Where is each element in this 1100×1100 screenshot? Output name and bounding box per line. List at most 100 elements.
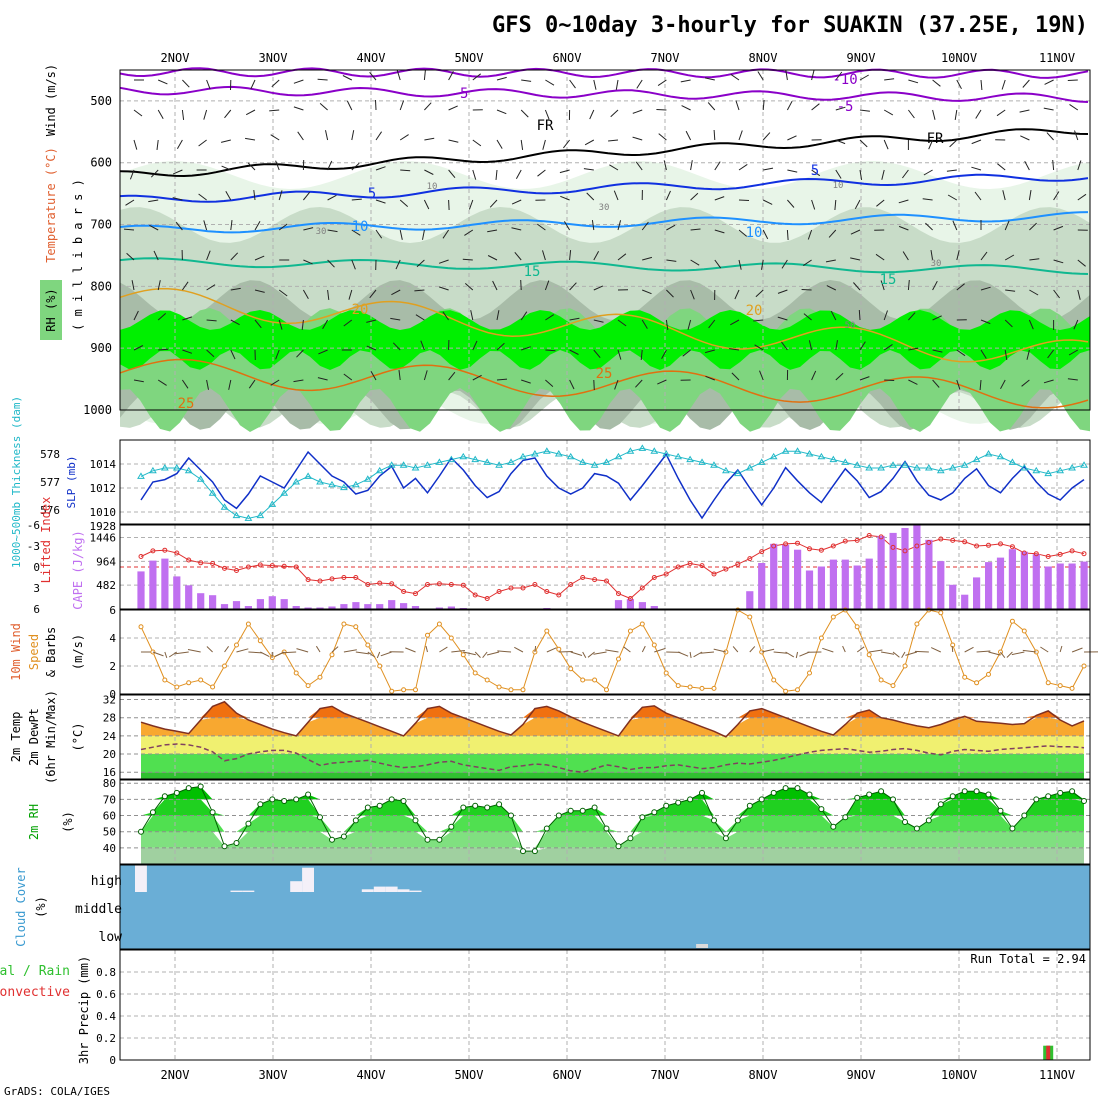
upper-wind-barb [811,169,821,177]
upper-wind-barb [537,169,546,177]
x-tick-label-bottom: 9NOV [847,1068,876,1082]
rh-point [842,814,849,821]
lifted-index-point [807,546,812,552]
rh-point [197,783,204,790]
upper-wind-barb [997,163,1006,171]
cape-tick: 1446 [90,532,117,545]
upper-wind-barb [884,78,895,81]
surface-wind-barb [236,648,249,653]
upper-wind-barb [230,319,240,326]
thickness-point [614,452,623,460]
upper-wind-barb [956,283,965,291]
upper-wind-barb [198,139,207,147]
thickness-point [662,450,671,457]
upper-wind-barb [640,349,643,360]
surface-wind-barb [689,651,692,659]
upper-wind-barb [569,250,572,261]
upper-wind-barb [974,191,982,201]
cape-bar [161,558,169,609]
upper-wind-barb [297,131,304,141]
thickness-point [160,464,169,471]
upper-wind-barb [511,199,522,205]
upper-wind-barb [181,379,189,389]
slp-line [140,450,1085,520]
rh-point [1033,796,1040,803]
rh-point [185,785,192,792]
surface-wind-barb [248,651,263,654]
surface-wind-barb [558,651,573,653]
wind-speed-point [245,621,251,627]
upper-wind-barb [859,341,866,351]
temp-tick: 28 [103,712,116,725]
wind-speed-point [305,683,311,689]
thickness-point [268,500,277,507]
upper-wind-barb [342,75,353,81]
thickness-point [531,450,539,457]
cape-bar [758,563,766,609]
wind-speed-point [818,635,824,641]
rh-point [722,835,729,842]
thickness-point [328,480,336,488]
upper-wind-barb [254,255,265,261]
wind-tick: 2 [109,660,116,673]
upper-wind-barb [1004,349,1008,360]
upper-wind-barb [932,349,943,353]
upper-wind-barb [129,169,135,180]
cape-bar [400,603,408,609]
wind-speed-point [257,638,263,644]
precip-tick: 0.4 [96,1010,116,1023]
upper-wind-barb [351,198,362,201]
wind-speed-point [986,671,991,677]
rh-point [138,828,144,835]
rh-point [555,812,562,819]
upper-wind-barb [713,129,716,141]
wind-speed-point [1057,683,1063,689]
upper-wind-barb [883,310,888,321]
upper-wind-barb [230,252,239,261]
rh-point [651,809,658,816]
thickness-point [1020,464,1029,471]
cape-bar [925,539,933,609]
lifted-index-point [448,582,454,587]
x-tick-label-top: 2NOV [161,51,190,65]
upper-wind-barb [157,379,167,386]
upper-wind-barb [738,259,742,270]
upper-wind-barb [496,342,505,351]
wind-speed-point [783,688,789,694]
rh-point [424,836,431,843]
cloud-level-label: low [99,930,123,945]
surface-wind-barb [593,651,607,655]
rh-point [388,796,395,803]
upper-wind-barb [731,372,740,381]
upper-wind-barb [908,312,916,321]
upper-wind-barb [853,282,861,291]
cape-bar [149,560,157,609]
cape-bar [316,607,324,609]
surface-wind-barb [482,651,488,659]
upper-wind-barb [661,349,667,359]
upper-wind-barb [391,289,401,296]
rh-point [639,814,646,821]
contour-label: FR [537,118,554,134]
upper-wind-barb [423,199,430,210]
surface-wind-barb [822,647,834,653]
wind-speed-point [699,685,705,691]
contour-label: 10 [352,219,369,235]
contour-label: 5 [368,186,376,202]
surface-wind-barb [331,646,339,653]
cape-bar [782,544,790,609]
lifted-index-point [377,580,383,586]
surface-wind-barb [546,647,557,653]
wind-speed-point [675,683,681,689]
upper-wind-barb [303,227,314,231]
upper-wind-barb [690,259,700,266]
upper-wind-barb [303,259,313,265]
upper-wind-barb [254,289,265,293]
upper-wind-barb [1004,254,1015,261]
lifted-index-point [1021,550,1027,556]
upper-wind-barb [898,225,909,231]
upper-wind-barb [327,259,335,268]
upper-wind-barb [448,105,458,111]
temp-tick: 16 [103,766,116,779]
wind-speed-point [651,642,657,648]
